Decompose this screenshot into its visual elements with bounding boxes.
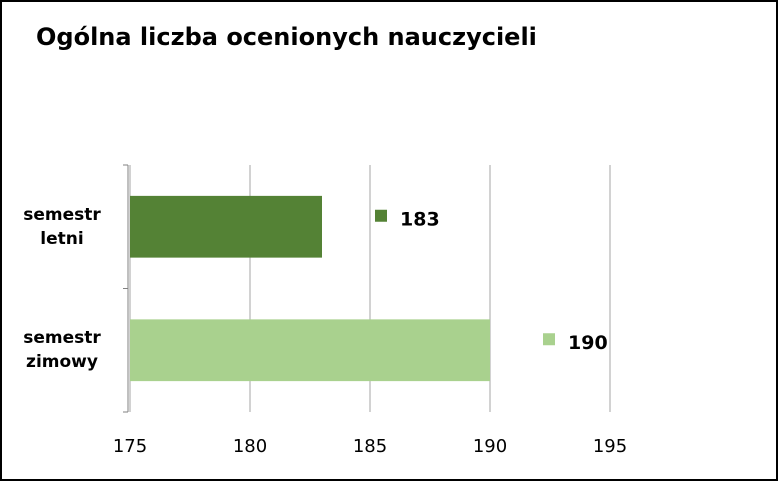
y-tick-label: semestr zimowy xyxy=(23,328,101,373)
y-tick-label: semestr letni xyxy=(23,204,101,249)
bar xyxy=(130,319,490,382)
chart-title: Ogólna liczba ocenionych nauczycieli xyxy=(36,23,537,51)
data-label: 183 xyxy=(400,208,440,230)
data-label: 190 xyxy=(568,332,608,354)
label-key xyxy=(375,209,387,222)
x-tick-label: 190 xyxy=(473,436,507,457)
bar xyxy=(130,195,322,258)
x-tick-label: 175 xyxy=(113,436,147,457)
x-tick-label: 185 xyxy=(353,436,387,457)
label-key xyxy=(543,333,555,346)
x-tick-label: 195 xyxy=(593,436,627,457)
x-tick-label: 180 xyxy=(233,436,267,457)
